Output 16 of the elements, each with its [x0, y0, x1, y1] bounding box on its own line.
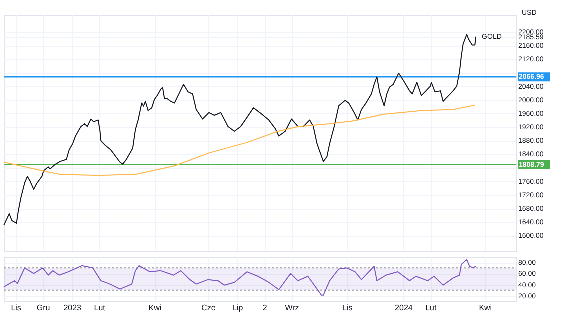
x-tick-label: Gru	[36, 304, 50, 312]
x-tick-label: Lut	[94, 304, 106, 312]
x-tick-label: 2023	[64, 304, 82, 312]
x-tick-label: Wrz	[285, 304, 300, 312]
x-tick-label: Cze	[202, 304, 216, 312]
x-tick-label: 2024	[395, 304, 414, 312]
x-tick-label: Lis	[11, 304, 22, 312]
line-series	[4, 259, 477, 296]
x-tick-label: Lut	[426, 304, 438, 312]
x-tick-label: 2	[262, 304, 268, 312]
x-tick-label: Lip	[232, 304, 244, 312]
line-series	[4, 104, 476, 176]
line-series	[4, 34, 477, 226]
x-tick-label: Kwi	[148, 304, 162, 312]
x-tick-label: Kwi	[479, 304, 492, 312]
x-tick-label: Lis	[342, 304, 353, 312]
